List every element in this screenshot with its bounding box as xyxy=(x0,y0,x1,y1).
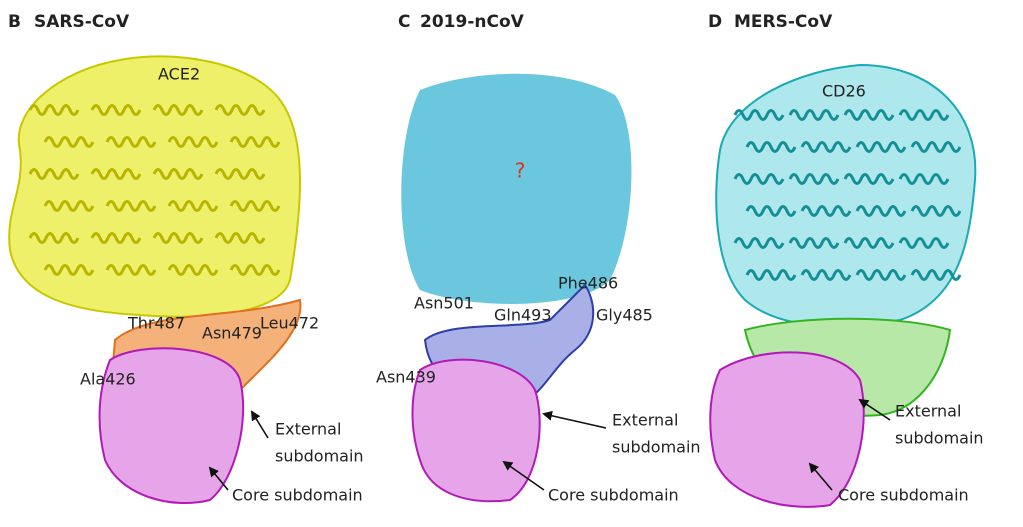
helix xyxy=(214,104,266,116)
helix xyxy=(843,109,895,121)
core-domain xyxy=(98,347,245,504)
residue-label: Gln493 xyxy=(494,306,552,325)
residue-label: Phe486 xyxy=(558,274,618,293)
helix xyxy=(152,104,204,116)
helix xyxy=(229,200,281,212)
helix xyxy=(843,173,895,185)
helix xyxy=(90,104,142,116)
helix xyxy=(733,237,785,249)
helix xyxy=(800,269,852,281)
residue-label: Asn439 xyxy=(376,368,436,387)
helix xyxy=(733,109,785,121)
helix xyxy=(152,232,204,244)
helix xyxy=(843,237,895,249)
helix xyxy=(43,264,95,276)
external-label: subdomain xyxy=(275,447,364,466)
core-domain xyxy=(709,351,865,508)
panel-title: MERS-CoV xyxy=(734,12,833,32)
helix xyxy=(90,168,142,180)
helix xyxy=(152,168,204,180)
helix xyxy=(167,136,219,148)
external-label: subdomain xyxy=(895,429,984,448)
helix xyxy=(229,136,281,148)
ace2-surface xyxy=(8,55,301,318)
core-label: Core subdomain xyxy=(232,486,363,505)
arrow xyxy=(808,462,833,491)
panel-letter: D xyxy=(708,12,722,32)
panel-letter: B xyxy=(8,12,21,32)
receptor-label: CD26 xyxy=(822,82,866,101)
residue-label: Ala426 xyxy=(80,370,136,389)
arrow xyxy=(542,410,607,429)
helix xyxy=(745,269,797,281)
helix xyxy=(214,168,266,180)
helix xyxy=(800,141,852,153)
unknown-receptor xyxy=(401,73,632,304)
helix xyxy=(855,269,907,281)
helix xyxy=(788,237,840,249)
external-label: External xyxy=(275,420,341,439)
helix xyxy=(105,200,157,212)
helix xyxy=(910,269,962,281)
helix xyxy=(105,264,157,276)
question-mark: ? xyxy=(515,159,526,183)
sars-structure xyxy=(8,55,302,504)
receptor-label: ACE2 xyxy=(158,65,200,84)
residue-label: Gly485 xyxy=(596,306,653,325)
helix xyxy=(898,173,950,185)
helix xyxy=(28,104,80,116)
helix xyxy=(800,205,852,217)
helix xyxy=(855,205,907,217)
residue-label: Thr487 xyxy=(127,314,185,333)
mers-structure xyxy=(709,63,977,508)
residue-label: Leu472 xyxy=(260,314,319,333)
helix xyxy=(898,109,950,121)
residue-label: Asn479 xyxy=(202,324,262,343)
external-label: subdomain xyxy=(612,438,701,457)
helix xyxy=(229,264,281,276)
helix xyxy=(910,205,962,217)
panel-title: 2019-nCoV xyxy=(420,12,525,32)
residue-label: Asn501 xyxy=(414,294,474,313)
helix xyxy=(167,264,219,276)
helix xyxy=(90,232,142,244)
helix xyxy=(733,173,785,185)
helix xyxy=(910,141,962,153)
helix xyxy=(745,141,797,153)
helix xyxy=(745,205,797,217)
helix xyxy=(28,232,80,244)
panel-letter: C xyxy=(398,12,410,32)
arrow xyxy=(858,398,891,421)
helix xyxy=(898,237,950,249)
helix xyxy=(43,200,95,212)
arrow xyxy=(250,410,269,439)
arrow xyxy=(208,466,229,491)
panel-title: SARS-CoV xyxy=(34,12,130,32)
core-label: Core subdomain xyxy=(838,486,969,505)
core-label: Core subdomain xyxy=(548,486,679,505)
helix xyxy=(105,136,157,148)
helix xyxy=(788,173,840,185)
helix xyxy=(28,168,80,180)
external-label: External xyxy=(612,411,678,430)
helix xyxy=(167,200,219,212)
helix xyxy=(43,136,95,148)
helix xyxy=(855,141,907,153)
external-label: External xyxy=(895,402,961,421)
ncov-structure xyxy=(401,73,632,503)
arrow xyxy=(502,460,545,491)
helix xyxy=(214,232,266,244)
cd26-surface xyxy=(715,63,977,327)
helix xyxy=(788,109,840,121)
